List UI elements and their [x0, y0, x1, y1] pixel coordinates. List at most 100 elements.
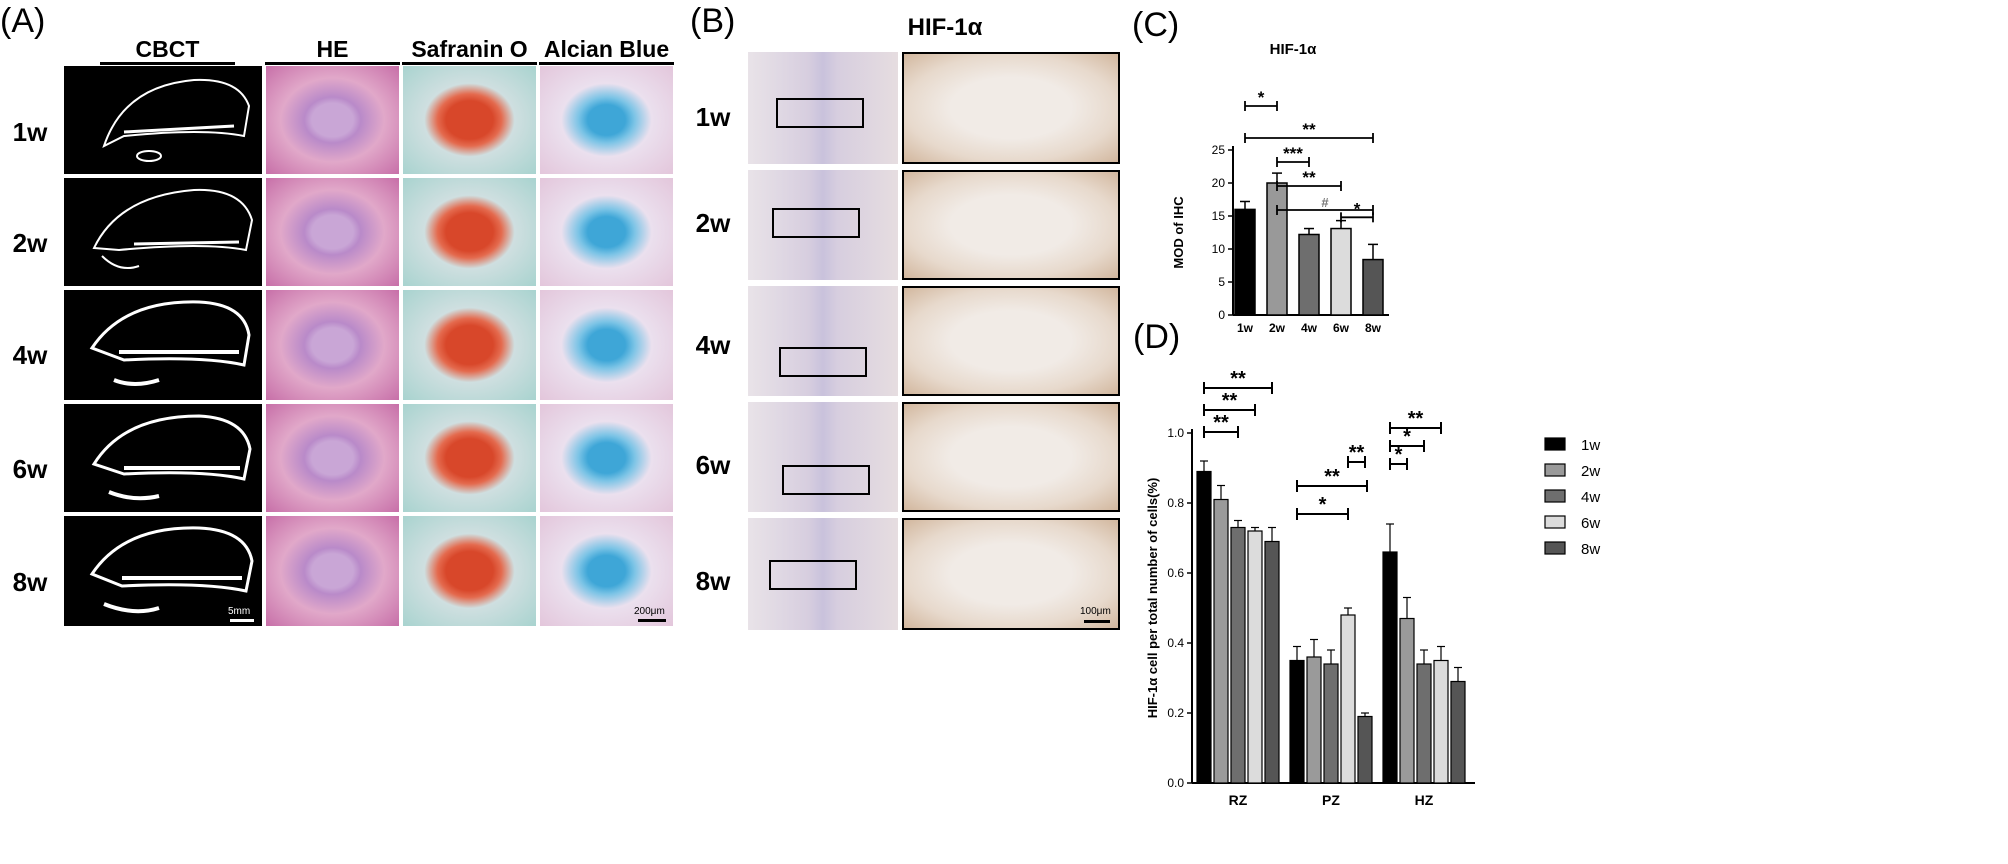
- column-header-cbct: CBCT: [135, 36, 200, 62]
- chart-d-sig-label: *: [1319, 494, 1327, 516]
- chart-c-bar: [1362, 258, 1384, 316]
- chart-d-legend-label: 6w: [1581, 515, 1600, 532]
- ihc-lowmag-4w: [748, 286, 898, 396]
- chart-d-xtick-label: PZ: [1322, 792, 1340, 808]
- cbct-image-2w: [64, 178, 262, 286]
- he-image-1w: [266, 66, 399, 174]
- roi-box: [779, 347, 867, 377]
- roi-box: [769, 560, 857, 590]
- chart-c-sig-label: *: [1258, 88, 1265, 107]
- alcian-image-1w: [540, 66, 673, 174]
- row-label: 8w: [12, 567, 48, 597]
- chart-d-bar: [1247, 530, 1263, 784]
- chart-d-bar: [1357, 715, 1373, 784]
- chart-c-sig-label: #: [1321, 195, 1329, 210]
- chart-d-xtick-label: HZ: [1415, 792, 1434, 808]
- chart-c-sig-label: *: [1354, 199, 1361, 218]
- panel-b-title: HIF-1α: [907, 14, 983, 41]
- chart-d-bar: [1416, 663, 1432, 784]
- cbct-image-4w: [64, 290, 262, 400]
- row-label: 1w: [695, 102, 731, 132]
- ihc-highmag-1w: [902, 52, 1120, 164]
- chart-d-legend-swatch: [1544, 541, 1566, 555]
- roi-box: [772, 208, 860, 238]
- ihc-highmag-6w: [902, 402, 1120, 512]
- chart-d-legend-label: 8w: [1581, 541, 1600, 558]
- scale-bar: [230, 619, 254, 622]
- column-header-he: HE: [316, 36, 349, 62]
- ihc-highmag-8w: 100μm: [902, 518, 1120, 630]
- chart-d-legend-label: 1w: [1581, 437, 1600, 454]
- column-header-safranin: Safranin O: [411, 36, 528, 62]
- safranin-image-1w: [403, 66, 536, 174]
- chart-d-sig-label: **: [1408, 408, 1424, 430]
- chart-c-ytick-label: 15: [1212, 209, 1226, 223]
- he-image-4w: [266, 290, 399, 400]
- he-image-2w: [266, 178, 399, 286]
- column-underline: [265, 62, 400, 65]
- row-label: 4w: [695, 330, 731, 360]
- he-image-8w: [266, 516, 399, 626]
- chart-d-legend-swatch: [1544, 489, 1566, 503]
- column-underline: [402, 62, 537, 65]
- chart-d-bar: [1399, 617, 1415, 784]
- scale-label: 5mm: [228, 606, 251, 617]
- chart-d-legend-label: 2w: [1581, 463, 1600, 480]
- chart-c-bar: [1234, 208, 1256, 316]
- chart-d-sig-label: *: [1403, 426, 1411, 448]
- chart-d-ytick-label: 0.6: [1167, 566, 1184, 580]
- chart-c-xtick-label: 2w: [1269, 321, 1286, 335]
- chart-d: HIF-1α cell per total number of cells(%)…: [1145, 368, 1600, 808]
- chart-d-ytick-label: 0.4: [1167, 636, 1184, 650]
- chart-d-legend-label: 4w: [1581, 489, 1600, 506]
- chart-c-xtick-label: 1w: [1237, 321, 1254, 335]
- column-header-alcian: Alcian Blue: [543, 36, 670, 62]
- chart-c-sig-label: **: [1302, 120, 1316, 139]
- scale-label: 100μm: [1080, 606, 1111, 617]
- row-label: 2w: [12, 228, 48, 258]
- scale-bar: [638, 619, 666, 622]
- chart-c-xtick-label: 4w: [1301, 321, 1318, 335]
- chart-c-ytick-label: 10: [1212, 242, 1226, 256]
- chart-d-bar: [1382, 551, 1398, 784]
- alcian-image-8w: 200μm: [540, 516, 673, 626]
- scale-bar: [1084, 620, 1110, 623]
- chart-d-ytick-label: 0.8: [1167, 496, 1184, 510]
- chart-c-ytick-label: 0: [1218, 308, 1225, 322]
- chart-d-ytick-label: 0.0: [1167, 776, 1184, 790]
- chart-d-ylabel: HIF-1α cell per total number of cells(%): [1145, 478, 1160, 719]
- chart-d-bar: [1306, 656, 1322, 784]
- safranin-image-2w: [403, 178, 536, 286]
- chart-d-sig-label: **: [1230, 368, 1246, 390]
- chart-d-bar: [1196, 470, 1212, 784]
- chart-c-ytick-label: 5: [1218, 275, 1225, 289]
- ihc-lowmag-8w: [748, 518, 898, 630]
- chart-d-bar: [1340, 614, 1356, 784]
- chart-c-bar: [1298, 233, 1320, 316]
- ihc-highmag-4w: [902, 286, 1120, 396]
- chart-c-sig-label: ***: [1283, 144, 1303, 163]
- chart-d-sig-label: **: [1324, 466, 1340, 488]
- chart-c-xtick-label: 6w: [1333, 321, 1350, 335]
- ihc-lowmag-1w: [748, 52, 898, 164]
- panel-d-letter: (D): [1133, 318, 1181, 356]
- panel-a-letter: (A): [0, 2, 46, 40]
- chart-d-bar: [1433, 659, 1449, 784]
- panel-b-letter: (B): [690, 2, 736, 40]
- chart-c-ytick-label: 25: [1212, 143, 1226, 157]
- panel-c-letter: (C): [1132, 6, 1180, 44]
- chart-c-xtick-label: 8w: [1365, 321, 1382, 335]
- chart-d-bar: [1450, 680, 1466, 784]
- chart-d-legend-swatch: [1544, 463, 1566, 477]
- cbct-image-6w: [64, 404, 262, 512]
- chart-c-bar: [1266, 182, 1288, 316]
- cbct-image-8w: 5mm: [64, 516, 262, 626]
- ihc-highmag-2w: [902, 170, 1120, 280]
- row-label: 4w: [12, 340, 48, 370]
- chart-d-ytick-label: 1.0: [1167, 426, 1184, 440]
- row-label: 1w: [12, 117, 48, 147]
- chart-d-bar: [1289, 659, 1305, 784]
- chart-d-sig-label: *: [1395, 444, 1403, 466]
- chart-d-bar: [1323, 663, 1339, 784]
